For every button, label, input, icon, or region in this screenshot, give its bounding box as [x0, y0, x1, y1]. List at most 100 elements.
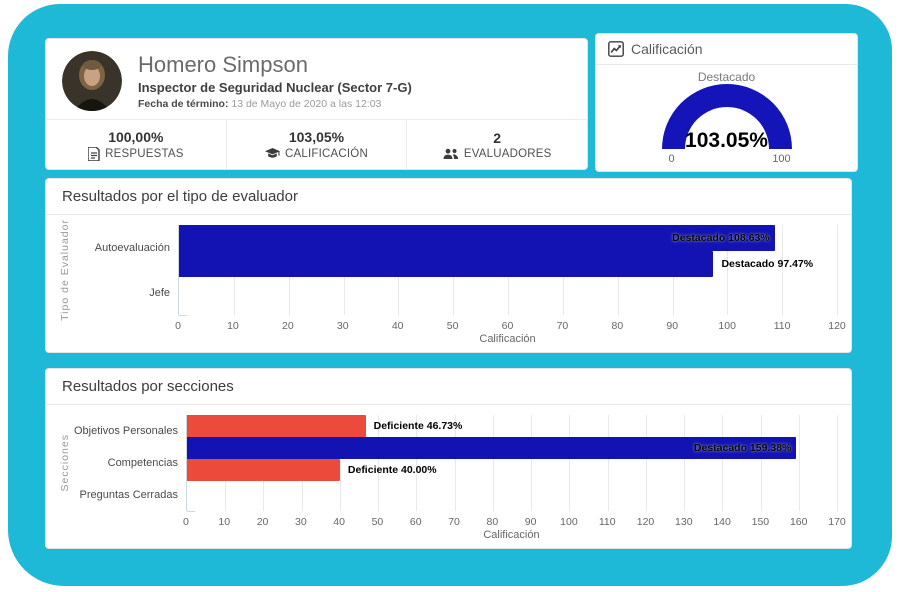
x-tick-label: 140	[713, 516, 731, 528]
gauge-scale: 0 100	[652, 153, 802, 165]
y-tickmark	[186, 511, 195, 512]
x-tick-label: 110	[773, 320, 791, 332]
bar-row: Deficiente 46.73%	[186, 415, 837, 437]
gridline	[416, 415, 418, 511]
y-axis-label: Tipo de Evaluador	[59, 219, 71, 321]
avatar-photo	[62, 51, 122, 111]
gridline	[454, 415, 456, 511]
y-axis-label: Secciones	[59, 434, 71, 492]
x-tick-label: 160	[789, 516, 808, 528]
category-axis: Autoevaluación Jefe	[74, 225, 178, 349]
gauge-band-label: Destacado	[697, 70, 756, 84]
x-tick-label: 130	[675, 516, 693, 528]
x-tick-label: 40	[333, 516, 345, 528]
x-tick-label: 50	[371, 516, 384, 528]
chart-title: Resultados por el tipo de evaluador	[46, 179, 851, 215]
bar[interactable]: Destacado 159.38%	[186, 437, 797, 459]
chart-line-icon	[608, 41, 624, 57]
x-tick-label: 70	[448, 516, 460, 528]
x-tick-label: 170	[828, 516, 846, 528]
y-tickmark	[179, 315, 187, 316]
gauge-min-label: 0	[668, 153, 675, 165]
x-axis-label: Calificación	[483, 529, 540, 541]
gridline	[837, 225, 838, 315]
stat-evaluadores-label: EVALUADORES	[463, 147, 552, 160]
gauge-value: 103.05%	[685, 129, 768, 152]
x-tick-label: 70	[556, 320, 569, 332]
bar-value-label: Destacado 108.63%	[672, 232, 770, 244]
x-tick-label: 10	[218, 516, 231, 528]
bar-value-label: Destacado 97.47%	[721, 258, 814, 270]
bar-row: Destacado 159.38%	[186, 437, 837, 459]
x-tick-label: 20	[256, 516, 269, 528]
x-tick-label: 60	[501, 320, 514, 332]
bar[interactable]	[179, 251, 714, 277]
x-tick-label: 120	[828, 320, 846, 332]
profile-card: Homero Simpson Inspector de Seguridad Nu…	[45, 38, 588, 170]
gauge-card-header: Calificación	[596, 34, 857, 65]
profile-name: Homero Simpson	[138, 52, 308, 77]
gridline	[798, 415, 800, 511]
profile-role: Inspector de Seguridad Nuclear (Sector 7…	[138, 80, 412, 96]
sections-results-card: Resultados por secciones Secciones Objet…	[45, 368, 852, 549]
gridline	[782, 225, 784, 315]
gridline	[760, 415, 762, 511]
graduation-cap-icon	[265, 148, 281, 158]
x-tick-label: 0	[183, 516, 189, 528]
x-tick-label: 30	[295, 516, 307, 528]
gridline	[727, 225, 729, 315]
x-tick-label: 110	[598, 516, 616, 528]
end-date-value: 13 de Mayo de 2020 a las 12:03	[231, 98, 382, 111]
x-tick-label: 100	[718, 320, 736, 332]
stat-calificacion: 103,05% CALIFICACIÓN	[225, 120, 407, 169]
x-tick-label: 100	[560, 516, 578, 528]
gridline	[645, 415, 647, 511]
bar[interactable]	[186, 415, 366, 437]
x-axis-label: Calificación	[479, 333, 536, 345]
bar[interactable]	[186, 459, 340, 481]
users-icon	[443, 148, 458, 159]
avatar	[62, 51, 122, 111]
stat-respuestas-value: 100,00%	[108, 128, 164, 145]
x-tick-label: 40	[391, 320, 404, 332]
bar-value-label: Destacado 159.38%	[693, 442, 792, 454]
x-tick-label: 90	[666, 320, 679, 332]
gridline	[837, 415, 838, 511]
category-label: Objetivos Personales	[74, 425, 178, 437]
gridline	[684, 415, 686, 511]
stat-respuestas: 100,00% RESPUESTAS	[46, 120, 226, 169]
stat-calificacion-label: CALIFICACIÓN	[285, 147, 368, 160]
x-tick-label: 10	[227, 320, 239, 332]
x-tick-label: 20	[281, 320, 294, 332]
gridline	[492, 415, 494, 511]
bar-row: Destacado 108.63%	[179, 225, 837, 251]
x-tick-label: 60	[409, 516, 422, 528]
gauge-card: Calificación Destacado 103.05% 0 100	[595, 33, 858, 172]
plot-area: Destacado 108.63% Destacado 97.47%	[178, 225, 838, 316]
file-text-icon	[88, 146, 100, 161]
gauge-max-label: 100	[772, 153, 791, 165]
x-tick-label: 80	[611, 320, 624, 332]
bar-value-label: Deficiente 40.00%	[347, 464, 437, 476]
x-tick-label: 30	[336, 320, 349, 332]
x-tick-label: 120	[636, 516, 655, 528]
x-tick-label: 0	[175, 320, 181, 332]
x-tick-label: 150	[751, 516, 770, 528]
stat-calificacion-value: 103,05%	[288, 129, 345, 145]
bar-row: Destacado 97.47%	[179, 251, 837, 277]
bar[interactable]: Destacado 108.63%	[179, 225, 775, 251]
plot-area: Deficiente 46.73% Destacado 159.38% Defici…	[185, 415, 838, 512]
stat-evaluadores: 2 EVALUADORES	[406, 120, 587, 169]
category-label: Preguntas Cerradas	[79, 489, 178, 501]
evaluator-results-card: Resultados por el tipo de evaluador Tipo…	[45, 178, 852, 353]
gridline	[569, 415, 571, 511]
category-label: Jefe	[149, 286, 170, 299]
category-label: Autoevaluación	[94, 241, 170, 254]
gridline	[339, 415, 341, 511]
profile-stats-row: 100,00% RESPUESTAS 103,05% CALIFIC	[46, 119, 587, 169]
x-tick-label: 50	[446, 320, 459, 332]
x-axis-ticks: 0 10 20 30 40 50 60 70 80 90 100 110 120 130 140 150 160…	[183, 511, 846, 529]
gridline	[531, 415, 533, 511]
gauge[interactable]: Destacado 103.05% 0 100	[596, 65, 857, 171]
x-axis-ticks: 0 10 20 30 40 50 60 70 80 90 100 110 120	[175, 315, 846, 333]
